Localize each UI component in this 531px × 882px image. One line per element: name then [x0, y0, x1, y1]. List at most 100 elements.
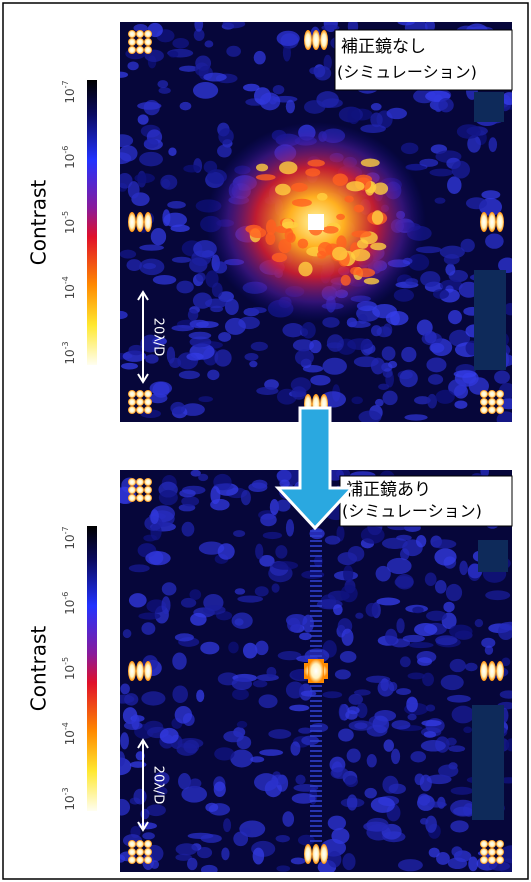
streak	[310, 630, 322, 632]
speckle	[459, 561, 468, 576]
spot	[144, 856, 152, 864]
spot	[128, 848, 136, 856]
speckle	[191, 470, 201, 477]
speckle	[425, 331, 437, 344]
tick-base: 10	[63, 730, 77, 745]
colorbar-tick-label: 10-6	[61, 146, 77, 169]
speckle	[162, 596, 171, 614]
spot	[128, 390, 136, 398]
speckle	[187, 858, 197, 870]
streak	[310, 585, 322, 587]
panel: 補正鏡あり(シミュレーション)20λ/DContrast10-710-610-5…	[27, 465, 525, 876]
speckle	[172, 653, 186, 670]
speckle	[259, 694, 278, 708]
speckle	[438, 764, 458, 777]
speckle	[421, 740, 446, 752]
speckle	[397, 19, 414, 26]
spot	[128, 486, 136, 494]
speckle	[218, 332, 231, 342]
speckle	[299, 633, 312, 641]
speckle	[292, 793, 316, 804]
spot	[480, 398, 488, 406]
spot	[144, 840, 152, 848]
speckle	[398, 859, 423, 871]
center	[308, 659, 324, 683]
speckle	[450, 820, 468, 832]
speckle	[218, 543, 235, 559]
speckle	[198, 396, 213, 402]
speckle	[214, 782, 226, 798]
spot	[320, 30, 328, 50]
speckle	[449, 625, 472, 639]
speckle	[232, 678, 252, 691]
speckle	[121, 363, 138, 370]
speckle	[347, 107, 360, 124]
speckle-bright	[256, 164, 268, 172]
spot	[488, 390, 496, 398]
streak	[310, 730, 322, 732]
speckle	[338, 728, 354, 741]
speckle	[419, 159, 438, 167]
streak	[310, 595, 322, 597]
spot	[136, 661, 144, 681]
mask-box	[474, 92, 504, 122]
speckle	[403, 635, 425, 642]
speckle	[172, 685, 188, 703]
speckle	[205, 803, 218, 812]
speckle-bright	[372, 210, 383, 225]
speckle	[378, 384, 389, 390]
tick-base: 10	[63, 665, 77, 680]
speckle	[388, 361, 397, 368]
spot	[488, 398, 496, 406]
spot	[136, 406, 144, 414]
speckle	[291, 857, 306, 864]
speckle	[153, 275, 176, 285]
spot	[488, 840, 496, 848]
speckle	[429, 848, 440, 858]
speckle	[159, 87, 171, 94]
speckle	[235, 588, 246, 594]
speckle	[237, 736, 252, 749]
speckle	[494, 370, 510, 383]
speckle	[223, 818, 231, 832]
speckle-bright	[333, 174, 348, 186]
speckle	[451, 846, 462, 856]
speckle-bright	[357, 239, 368, 249]
speckle	[366, 603, 379, 617]
tick-exp: -5	[61, 657, 70, 665]
speckle	[142, 832, 155, 839]
spot	[128, 30, 136, 38]
spot	[496, 840, 504, 848]
speckle	[176, 281, 193, 294]
speckle	[196, 690, 204, 702]
speckle	[178, 773, 191, 790]
streak	[310, 700, 322, 702]
speckle	[354, 722, 367, 729]
speckle	[255, 544, 263, 560]
speckle	[138, 114, 149, 124]
streak	[310, 655, 322, 657]
streak	[310, 800, 322, 802]
spot	[312, 844, 320, 864]
streak	[310, 710, 322, 712]
speckle	[425, 572, 437, 586]
speckle	[253, 680, 267, 687]
label-line: (シミュレーション)	[337, 63, 477, 82]
speckle	[112, 311, 127, 319]
streak	[310, 690, 322, 692]
speckle	[485, 590, 510, 600]
scale-label: 20λ/D	[151, 318, 166, 357]
speckle	[139, 245, 164, 251]
speckle	[345, 776, 358, 788]
speckle-bright	[317, 193, 328, 201]
spot	[488, 848, 496, 856]
tick-base: 10	[63, 154, 77, 169]
tick-base: 10	[63, 600, 77, 615]
speckle	[342, 853, 355, 870]
speckle-bright	[266, 219, 276, 235]
speckle	[282, 811, 294, 827]
speckle	[160, 175, 177, 190]
speckle-bright	[356, 268, 375, 277]
speckle	[424, 731, 436, 738]
speckle	[316, 91, 339, 108]
